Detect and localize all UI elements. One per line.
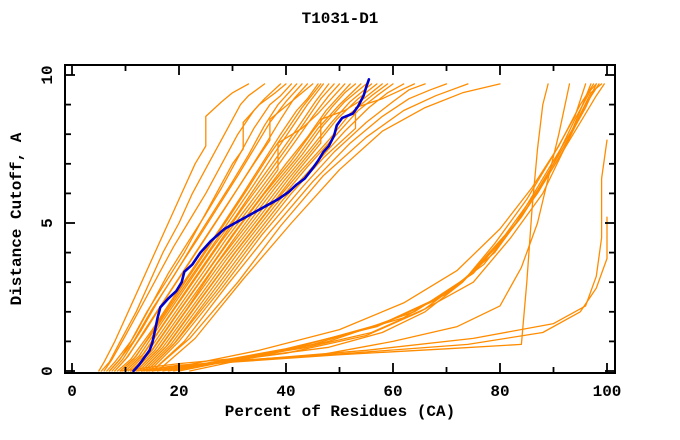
model-curve bbox=[146, 83, 416, 372]
model-curve bbox=[114, 83, 314, 372]
model-curve bbox=[111, 83, 303, 372]
model-curve bbox=[106, 83, 287, 372]
y-axis-title: Distance Cutoff, A bbox=[8, 132, 26, 306]
x-tick-label: 20 bbox=[169, 383, 188, 401]
x-tick-label: 80 bbox=[490, 383, 509, 401]
highlighted-model-curve bbox=[132, 78, 371, 373]
model-curve bbox=[156, 83, 501, 372]
model-curve bbox=[162, 83, 605, 372]
x-tick-label: 60 bbox=[383, 383, 402, 401]
model-curve bbox=[127, 83, 346, 372]
y-tick-label: 0 bbox=[39, 366, 57, 376]
model-curve bbox=[119, 83, 322, 372]
model-curve bbox=[114, 83, 309, 372]
model-curve bbox=[172, 83, 597, 372]
x-tick-label: 40 bbox=[276, 383, 295, 401]
x-tick-label: 0 bbox=[67, 383, 77, 401]
model-curve bbox=[140, 83, 389, 372]
model-curve bbox=[130, 83, 357, 372]
model-curve bbox=[108, 83, 293, 372]
y-tick-label: 10 bbox=[39, 65, 57, 84]
model-curve bbox=[98, 83, 250, 372]
model-curve bbox=[130, 216, 608, 372]
model-curve bbox=[116, 83, 319, 372]
y-tick-label: 5 bbox=[39, 218, 57, 228]
model-curve bbox=[140, 139, 608, 372]
model-curve bbox=[108, 83, 298, 372]
model-curve bbox=[100, 83, 266, 372]
x-axis-title: Percent of Residues (CA) bbox=[224, 403, 456, 421]
x-tick-label: 100 bbox=[593, 383, 622, 401]
model-curve bbox=[151, 83, 448, 372]
model-curve bbox=[148, 83, 426, 372]
model-curve bbox=[119, 83, 325, 372]
model-curve bbox=[151, 83, 469, 372]
chart-title: T1031-D1 bbox=[301, 10, 379, 28]
model-curve bbox=[124, 83, 341, 372]
